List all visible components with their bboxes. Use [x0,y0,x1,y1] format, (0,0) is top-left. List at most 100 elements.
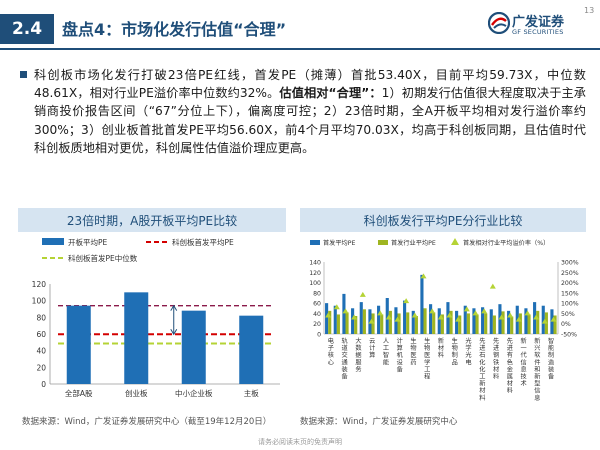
marker-series-3 [411,312,418,318]
chart-panel-right: 科创板发行平均PE分行业比较 首发平均PE 首发行业平均PE 首发相对行业平均溢价率… [300,208,586,408]
logo-text-en: GF SECURITIES [512,28,564,36]
bar-series-2 [440,314,444,334]
x-tick-label: 电子核心 [328,337,334,366]
bar-series-1 [325,303,329,334]
y-tick-label: 0 [317,332,321,339]
x-tick-label: 光学光电 [465,337,471,366]
legend-label: 首发平均PE [323,239,355,247]
marker-series-3 [498,314,505,320]
legend-swatch [378,240,388,245]
arrow-head-down-icon [170,328,178,336]
y-tick-label: 120 [309,270,321,277]
marker-series-3 [489,283,496,289]
y-tick-label: 40 [36,347,46,356]
marker-series-3 [524,310,531,316]
bar-series-1 [550,309,554,334]
bar-series-2 [492,315,496,334]
bar-series-2 [432,312,436,334]
arrow-head-up-icon [170,304,178,311]
slide-title: 盘点4：市场化发行估值“合理” [62,20,287,39]
bar-series-1 [541,305,545,334]
section-number: 2.4 [0,14,54,44]
marker-series-3 [420,273,427,279]
bar-series-2 [475,314,479,334]
bar-series-1 [481,307,485,334]
marker-series-3 [385,314,392,320]
x-tick-label: 人工智能 [383,338,389,366]
summary-part2: 1）初期发行估值很大程度取决于主承销商投价报告区间（“67”分位上下），偏离度可… [34,86,586,155]
x-tick-label: 先进石化化工新材料 [479,337,485,402]
bar-series-2 [510,316,514,334]
bar-series-2 [362,309,366,334]
x-tick-label: 全部A股 [65,388,93,398]
y2-tick-label: 100% [561,301,579,308]
slide-header: 2.4 盘点4：市场化发行估值“合理” 广发证券 GF SECURITIES 1… [0,0,600,56]
x-tick-label: 主板 [244,388,259,398]
marker-series-3 [472,310,479,316]
bar-series-1 [429,304,433,334]
legend-swatch [451,238,459,245]
x-tick-label: 轨道交通装备 [342,337,349,381]
marker-series-3 [394,316,401,322]
bar-series-1 [507,310,511,334]
chart-left-title: 23倍时期，A股开板平均PE比较 [18,208,286,232]
summary-part1: 科创板市场化发行打破23倍PE红线，首发PE（摊薄）首批53.40X，目前平均5… [34,68,586,101]
marker-series-3 [351,314,358,320]
marker-series-3 [325,312,332,318]
y-tick-label: 100 [309,280,321,287]
y2-tick-label: 250% [561,270,579,277]
x-tick-label: 生物医学工程 [424,337,430,381]
bar [181,310,206,384]
y2-tick-label: 300% [561,260,579,267]
bar-series-2 [380,314,384,334]
bar [124,292,149,384]
legend-swatch [42,238,64,245]
y-tick-label: 20 [313,321,321,328]
marker-series-3 [333,304,340,310]
summary-bold: 估值相对“合理”： [279,86,382,101]
marker-series-3 [481,308,488,314]
bar-series-2 [397,313,401,334]
bar-series-2 [449,310,453,334]
bar-series-2 [466,313,470,334]
summary-bullet: 科创板市场化发行打破23倍PE红线，首发PE（摊薄）首批53.40X，目前平均5… [20,66,586,157]
bar-series-1 [437,308,441,334]
marker-series-3 [533,314,540,320]
marker-series-3 [550,316,557,322]
gf-logo-icon [488,12,510,34]
marker-series-3 [342,308,349,314]
bar-series-2 [527,314,531,334]
y2-tick-label: 200% [561,280,579,287]
y2-tick-label: 50% [561,311,575,318]
y2-tick-label: 150% [561,290,579,297]
chart-right-source: 数据来源：Wind，广发证券发展研究中心 [300,417,458,427]
bar-series-2 [406,312,410,334]
legend-label: 开板平均PE [68,237,108,247]
bar-series-1 [351,308,355,334]
marker-series-3 [377,310,384,316]
y-tick-label: 20 [36,363,46,372]
marker-series-3 [446,312,453,318]
y-tick-label: 60 [313,301,321,308]
y-tick-label: 80 [313,290,321,297]
x-tick-label: 先进钢铁材料 [493,337,499,381]
x-tick-label: 大数据服务 [355,337,362,373]
bar-series-1 [524,308,528,334]
legend-label: 首发行业平均PE [391,239,436,247]
bar-series-2 [388,310,392,334]
y-tick-label: 80 [36,313,46,322]
bar-series-1 [403,300,407,334]
bar-series-1 [455,310,459,334]
bar-series-1 [411,310,415,334]
x-tick-label: 计算机设备 [397,337,404,373]
bar [239,315,264,384]
bar-series-2 [553,315,557,334]
bar-series-2 [336,314,340,334]
marker-series-3 [541,318,548,324]
marker-series-3 [359,291,366,297]
marker-series-3 [437,314,444,320]
y2-tick-label: 0% [561,321,571,328]
x-tick-label: 新兴软件和新型信息 [534,337,540,402]
x-tick-label: 智能制造装备 [548,337,555,381]
y-tick-label: 0 [41,380,46,389]
